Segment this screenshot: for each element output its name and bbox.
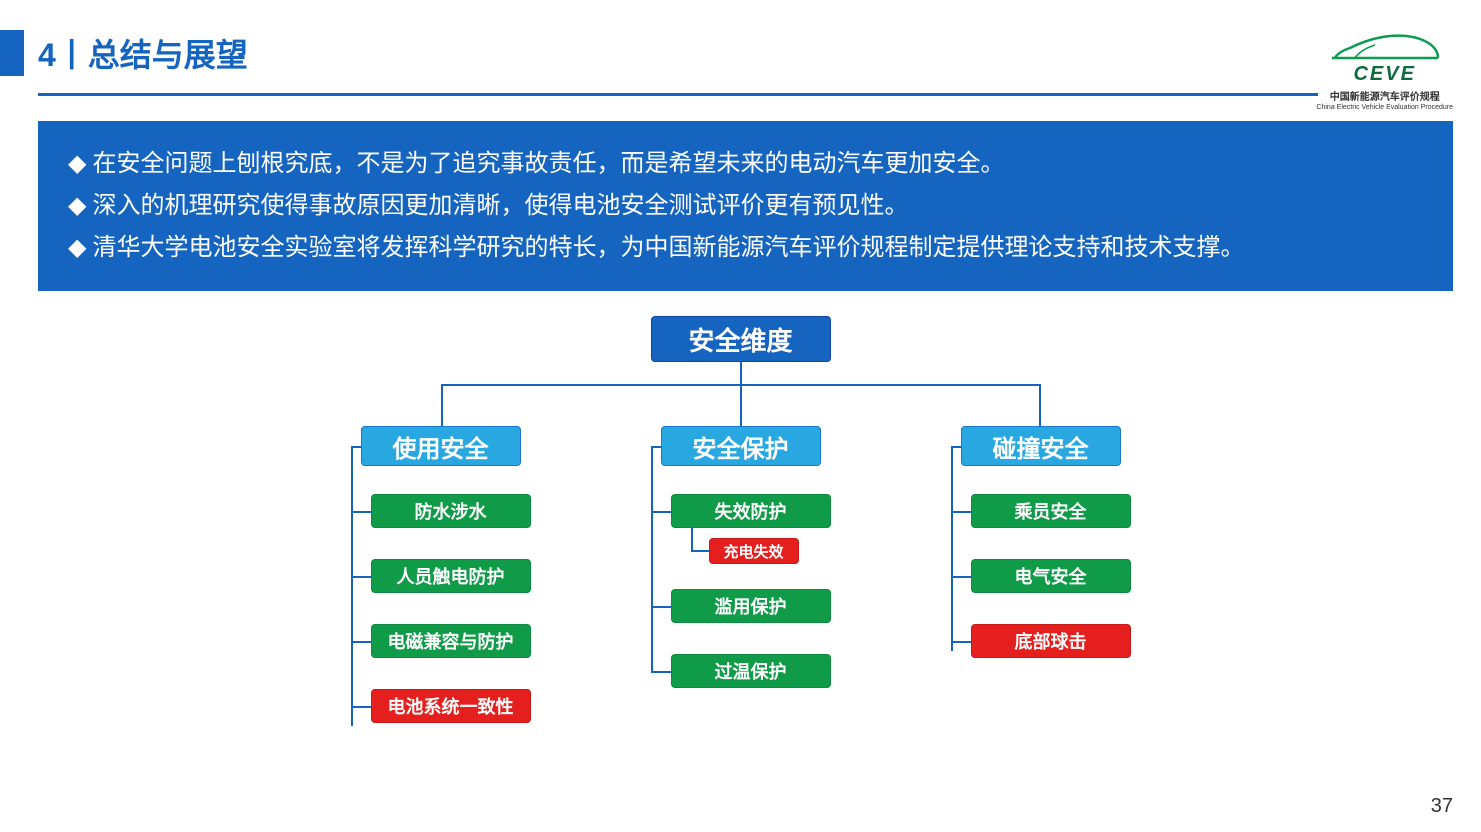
safety-diagram: 安全维度 使用安全 防水涉水 人员触电防护 电磁兼容与防护 电池系统一致性 安全… bbox=[241, 316, 1241, 746]
leaf-node: 电磁兼容与防护 bbox=[371, 624, 531, 658]
connector-line bbox=[951, 511, 971, 513]
accent-bar bbox=[0, 30, 24, 76]
summary-box: ◆ 在安全问题上刨根究底，不是为了追究事故责任，而是希望未来的电动汽车更加安全。… bbox=[38, 121, 1453, 291]
connector-line bbox=[740, 384, 742, 426]
connector-line bbox=[651, 446, 653, 671]
connector-line bbox=[441, 384, 443, 426]
leaf-node: 人员触电防护 bbox=[371, 559, 531, 593]
connector-line bbox=[351, 446, 353, 726]
connector-line bbox=[651, 511, 671, 513]
connector-line bbox=[740, 362, 742, 384]
title-underline bbox=[38, 93, 1318, 96]
connector-line bbox=[651, 446, 661, 448]
leaf-node: 乘员安全 bbox=[971, 494, 1131, 528]
bullet-item: ◆ 清华大学电池安全实验室将发挥科学研究的特长，为中国新能源汽车评价规程制定提供… bbox=[68, 227, 1423, 269]
connector-line bbox=[351, 706, 371, 708]
logo-brand: CEVE bbox=[1316, 63, 1453, 86]
leaf-node: 滥用保护 bbox=[671, 589, 831, 623]
sub-node-red: 充电失效 bbox=[709, 538, 799, 564]
leaf-node-red: 底部球击 bbox=[971, 624, 1131, 658]
connector-line bbox=[951, 446, 953, 651]
diamond-icon: ◆ bbox=[68, 143, 86, 185]
branch-title: 使用安全 bbox=[361, 426, 521, 466]
page-number: 37 bbox=[1431, 795, 1453, 818]
connector-line bbox=[351, 641, 371, 643]
connector-line bbox=[651, 606, 671, 608]
leaf-node: 防水涉水 bbox=[371, 494, 531, 528]
leaf-node-red: 电池系统一致性 bbox=[371, 689, 531, 723]
connector-line bbox=[351, 511, 371, 513]
bullet-text: 清华大学电池安全实验室将发挥科学研究的特长，为中国新能源汽车评价规程制定提供理论… bbox=[92, 227, 1423, 269]
branch-title: 碰撞安全 bbox=[961, 426, 1121, 466]
connector-line bbox=[351, 576, 371, 578]
car-icon bbox=[1330, 30, 1440, 62]
leaf-node: 过温保护 bbox=[671, 654, 831, 688]
page-title: 4丨总结与展望 bbox=[38, 30, 248, 76]
bullet-text: 深入的机理研究使得事故原因更加清晰，使得电池安全测试评价更有预见性。 bbox=[92, 185, 1423, 227]
diamond-icon: ◆ bbox=[68, 185, 86, 227]
connector-line bbox=[351, 446, 361, 448]
connector-line bbox=[951, 641, 971, 643]
bullet-item: ◆ 在安全问题上刨根究底，不是为了追究事故责任，而是希望未来的电动汽车更加安全。 bbox=[68, 143, 1423, 185]
connector-line bbox=[651, 671, 671, 673]
connector-line bbox=[691, 528, 693, 552]
header: 4丨总结与展望 bbox=[0, 0, 1481, 91]
connector-line bbox=[1039, 384, 1041, 426]
branch-title: 安全保护 bbox=[661, 426, 821, 466]
connector-line bbox=[951, 446, 961, 448]
logo: CEVE 中国新能源汽车评价规程 China Electric Vehicle … bbox=[1316, 30, 1453, 111]
connector-line bbox=[691, 550, 709, 552]
bullet-text: 在安全问题上刨根究底，不是为了追究事故责任，而是希望未来的电动汽车更加安全。 bbox=[92, 143, 1423, 185]
leaf-node: 失效防护 bbox=[671, 494, 831, 528]
diamond-icon: ◆ bbox=[68, 227, 86, 269]
leaf-node: 电气安全 bbox=[971, 559, 1131, 593]
logo-sub-en: China Electric Vehicle Evaluation Proced… bbox=[1316, 104, 1453, 111]
bullet-item: ◆ 深入的机理研究使得事故原因更加清晰，使得电池安全测试评价更有预见性。 bbox=[68, 185, 1423, 227]
logo-sub-cn: 中国新能源汽车评价规程 bbox=[1316, 88, 1453, 103]
connector-line bbox=[951, 576, 971, 578]
root-node: 安全维度 bbox=[651, 316, 831, 362]
